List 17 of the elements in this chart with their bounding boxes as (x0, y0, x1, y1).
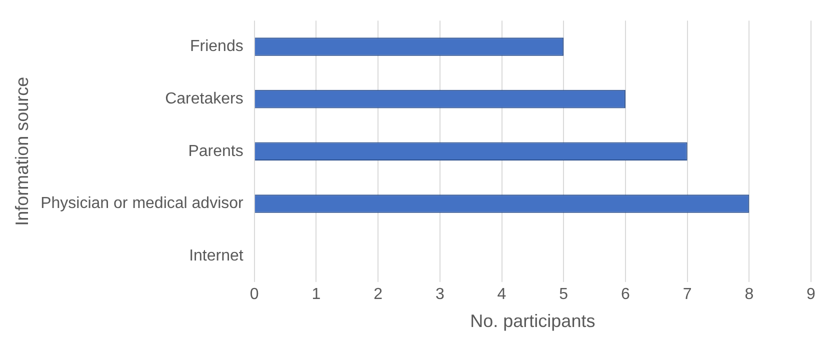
x-tick-label: 0 (250, 286, 259, 304)
x-tick-label: 6 (620, 286, 630, 304)
y-tick-label: Friends (190, 38, 244, 56)
x-tick-label: 3 (435, 286, 444, 304)
x-tick-label: 2 (374, 286, 383, 304)
x-tick-label: 7 (682, 286, 692, 304)
x-tick-label: 9 (806, 286, 816, 304)
x-tick-label: 5 (559, 286, 568, 304)
x-tick-label: 4 (497, 286, 506, 304)
x-tick-label: 8 (744, 286, 754, 304)
y-tick-label: Parents (188, 142, 244, 160)
y-tick-label: Caretakers (165, 90, 244, 108)
x-tick-label: 1 (312, 286, 321, 304)
y-axis-title: Information source (12, 76, 32, 226)
x-axis-title: No. participants (470, 311, 596, 332)
y-tick-label: Physician or medical advisor (40, 195, 244, 212)
y-tick-label: Internet (189, 247, 244, 264)
